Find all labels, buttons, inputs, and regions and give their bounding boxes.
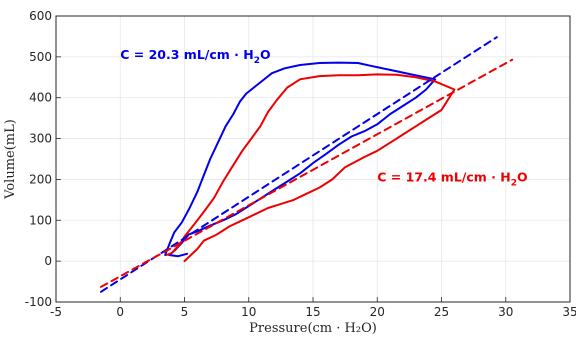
y-axis-label: Volume(mL) bbox=[3, 119, 18, 200]
compliance-fit-line-3 bbox=[100, 58, 514, 288]
x-tick-label: 0 bbox=[116, 305, 124, 319]
x-tick-label: 20 bbox=[370, 305, 385, 319]
x-axis-label: Pressure(cm · H₂O) bbox=[249, 321, 377, 336]
y-tick-label: -100 bbox=[25, 295, 52, 309]
y-tick-label: 500 bbox=[29, 50, 52, 64]
y-tick-label: 200 bbox=[29, 172, 52, 186]
compliance-annotation-1: C = 17.4 mL/cm · H2O bbox=[377, 169, 527, 188]
x-tick-label: 25 bbox=[434, 305, 449, 319]
data-series bbox=[100, 36, 514, 293]
x-tick-label: -5 bbox=[50, 305, 62, 319]
x-tick-label: 30 bbox=[498, 305, 513, 319]
annotations: C = 20.3 mL/cm · H2O C = 17.4 mL/cm · H2O bbox=[120, 47, 527, 189]
x-tick-label: 10 bbox=[241, 305, 256, 319]
compliance-annotation-0: C = 20.3 mL/cm · H2O bbox=[120, 47, 270, 66]
y-tick-label: 400 bbox=[29, 91, 52, 105]
x-tick-label: 5 bbox=[181, 305, 189, 319]
pv-loop-line-0 bbox=[164, 61, 437, 258]
y-tick-label: 0 bbox=[44, 254, 52, 268]
y-tick-label: 300 bbox=[29, 132, 52, 146]
pv-loop-line-1 bbox=[165, 73, 456, 263]
x-tick-label: 35 bbox=[562, 305, 576, 319]
x-tick-label: 15 bbox=[305, 305, 320, 319]
y-tick-label: 100 bbox=[29, 213, 52, 227]
tick-labels: -5 0 5 10 15 20 25 30 35 -100 0 100 200 300 400 500 600 bbox=[25, 9, 576, 319]
y-tick-label: 600 bbox=[29, 9, 52, 23]
